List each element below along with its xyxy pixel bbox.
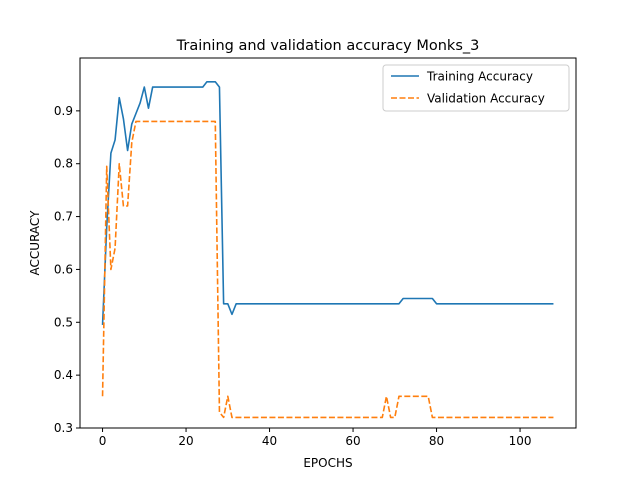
y-tick-label: 0.4: [54, 368, 73, 382]
legend: Training Accuracy Validation Accuracy: [382, 64, 570, 112]
validation-accuracy-line: [101, 120, 554, 419]
y-tick-label: 0.9: [54, 104, 73, 118]
y-tick-label: 0.8: [54, 157, 73, 171]
y-tick-label: 0.6: [54, 262, 73, 276]
x-tick-label: 80: [429, 434, 444, 448]
y-tick-label: 0.3: [54, 421, 73, 435]
chart-title: Training and validation accuracy Monks_3: [176, 38, 480, 54]
x-tick-label: 40: [262, 434, 277, 448]
y-tick-label: 0.5: [54, 315, 73, 329]
legend-label: Training Accuracy: [426, 70, 533, 84]
plot-area: 0 20 40 60 80 100 0.3 0.4 0.5 0.6 0.7 0.8 0.9: [54, 80, 554, 448]
axes-frame: [79, 57, 577, 429]
legend-box: [382, 64, 570, 112]
x-tick-label: 60: [345, 434, 360, 448]
x-axis-label: EPOCHS: [303, 456, 352, 470]
y-axis-label: ACCURACY: [28, 210, 42, 276]
training-accuracy-line: [101, 80, 554, 325]
x-tick-label: 0: [99, 434, 107, 448]
legend-label: Validation Accuracy: [427, 92, 545, 106]
x-tick-label: 100: [509, 434, 532, 448]
y-tick-label: 0.7: [54, 210, 73, 224]
x-tick-label: 20: [178, 434, 193, 448]
